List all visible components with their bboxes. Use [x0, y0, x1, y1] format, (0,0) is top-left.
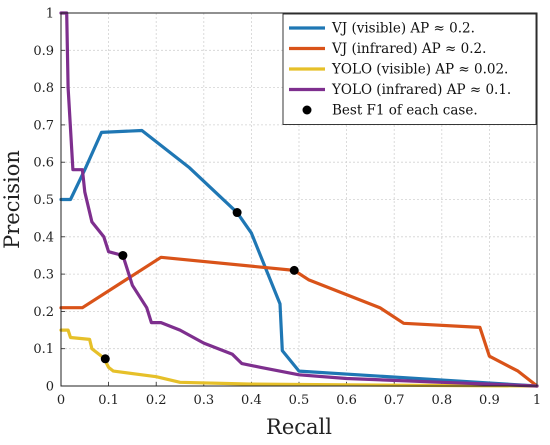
legend-marker	[302, 105, 312, 115]
best-f1-marker	[232, 208, 242, 218]
y-tick-label: 0.3	[33, 268, 54, 283]
y-tick-label: 0.4	[33, 230, 54, 245]
y-tick-label: 0.7	[33, 118, 54, 133]
y-tick-label: 0	[46, 380, 54, 395]
x-tick-label: 0.2	[146, 393, 167, 408]
x-tick-labels: 0 0.1 0.2 0.3 0.4 0.5 0.6 0.7 0.8 0.9 1	[57, 393, 541, 408]
y-tick-label: 0.6	[33, 156, 54, 171]
x-tick-label: 1	[533, 393, 541, 408]
y-tick-labels: 0 0.1 0.2 0.3 0.4 0.5 0.6 0.7 0.8 0.9 1	[33, 7, 54, 395]
x-axis-label: Recall	[266, 415, 332, 439]
series-lines	[59, 11, 539, 388]
legend-box	[282, 13, 537, 125]
x-tick-label: 0.8	[431, 393, 452, 408]
x-tick-label: 0.4	[241, 393, 262, 408]
best-f1-marker	[100, 354, 110, 364]
plot-frame	[60, 12, 538, 387]
best-f1-marker	[289, 265, 299, 275]
legend-label: YOLO (visible) AP ≈ 0.02.	[331, 62, 508, 78]
legend-label: Best F1 of each case.	[332, 103, 478, 119]
legend-label: VJ (infrared) AP ≈ 0.2.	[331, 41, 486, 57]
x-tick-label: 0.5	[289, 393, 310, 408]
legend-label: YOLO (infrared) AP ≈ 0.1.	[331, 82, 511, 98]
legend-label: VJ (visible) AP ≈ 0.2.	[331, 21, 475, 37]
x-tick-label: 0	[57, 393, 65, 408]
x-tick-label: 0.9	[479, 393, 500, 408]
x-tick-label: 0.6	[336, 393, 357, 408]
best-f1-marker	[118, 250, 128, 260]
y-tick-label: 1	[46, 7, 54, 22]
series-line-2	[59, 255, 539, 388]
legend: VJ (visible) AP ≈ 0.2. VJ (infrared) AP ≈…	[282, 13, 537, 125]
y-tick-label: 0.5	[33, 193, 54, 208]
x-tick-label: 0.3	[193, 393, 214, 408]
y-tick-label: 0.8	[33, 81, 54, 96]
y-tick-label: 0.1	[33, 342, 54, 357]
series-line-3	[59, 328, 539, 388]
series-line-4	[59, 11, 539, 388]
x-tick-label: 0.1	[98, 393, 119, 408]
best-f1-markers	[100, 208, 299, 364]
y-axis-label: Precision	[0, 150, 24, 249]
x-tick-label: 0.7	[384, 393, 405, 408]
y-tick-label: 0.9	[33, 44, 54, 59]
y-tick-label: 0.2	[33, 305, 54, 320]
